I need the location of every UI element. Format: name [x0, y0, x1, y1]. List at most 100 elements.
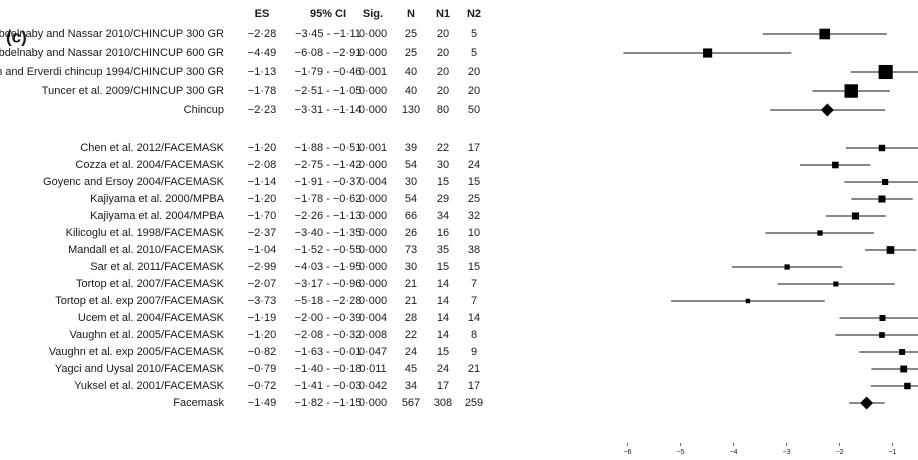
- effect-square: [851, 212, 860, 220]
- n1-label: 24: [437, 363, 449, 375]
- effect-square: [882, 178, 889, 186]
- n1-label: 30: [437, 159, 449, 171]
- study-label: Cozza et al. 2004/FACEMASK: [75, 159, 224, 171]
- sig-label: 0·042: [359, 380, 387, 392]
- es-label: −1·78: [248, 85, 276, 97]
- es-label: −2·08: [248, 159, 276, 171]
- study-label: Kajiyama et al. 2000/MPBA: [90, 193, 225, 205]
- ci-label: −5·18 - −2·28: [295, 295, 362, 307]
- n-label: 21: [405, 295, 417, 307]
- x-tick-label: −1: [889, 449, 897, 456]
- study-label: Yuksel et al. 2001/FACEMASK: [74, 380, 224, 392]
- n-label: 73: [405, 244, 417, 256]
- es-label: −1·13: [248, 66, 276, 78]
- n1-label: 20: [437, 85, 449, 97]
- es-label: −1·04: [248, 244, 276, 256]
- n-label: 567: [402, 397, 420, 409]
- n-label: 39: [405, 142, 417, 154]
- study-label: Vaughn et al. 2005/FACEMASK: [70, 329, 225, 341]
- study-label: Tortop et al. 2007/FACEMASK: [76, 278, 225, 290]
- n2-label: 21: [468, 363, 480, 375]
- es-label: −4·49: [248, 47, 276, 59]
- ci-label: −2·26 - −1·13: [295, 210, 362, 222]
- n2-label: 24: [468, 159, 480, 171]
- n-label: 40: [405, 85, 417, 97]
- es-label: −1·14: [248, 176, 276, 188]
- n2-label: 20: [468, 85, 480, 97]
- effect-square: [819, 28, 831, 40]
- es-label: −1·70: [248, 210, 276, 222]
- x-tick-label: −5: [677, 449, 685, 456]
- study-label: Chen et al. 2012/FACEMASK: [80, 142, 224, 154]
- effect-square: [904, 382, 911, 390]
- ci-label: −3·17 - −0·96: [295, 278, 362, 290]
- n2-label: 5: [471, 28, 477, 40]
- n2-label: 20: [468, 66, 480, 78]
- n-label: 24: [405, 346, 417, 358]
- sig-label: 0·000: [359, 397, 387, 409]
- effect-square: [745, 298, 751, 304]
- n-label: 25: [405, 28, 417, 40]
- ci-label: −1·82 - −1·15: [295, 397, 362, 409]
- ci-label: −3·45 - −1·11: [295, 28, 361, 40]
- ci-label: −6·08 - −2·91: [295, 47, 362, 59]
- ci-label: −3·31 - −1·14: [295, 104, 362, 116]
- column-header: 95% CI: [310, 8, 346, 20]
- n2-label: 50: [468, 104, 480, 116]
- study-label: Arun and Erverdi chincup 1994/CHINCUP 30…: [0, 66, 224, 78]
- es-label: −1·20: [248, 329, 276, 341]
- n1-label: 80: [437, 104, 449, 116]
- sig-label: 0·000: [359, 104, 387, 116]
- sig-label: 0·004: [359, 312, 387, 324]
- effect-square: [879, 315, 886, 321]
- study-label: Abdelnaby and Nassar 2010/CHINCUP 600 GR: [0, 47, 224, 59]
- study-label: Tuncer et al. 2009/CHINCUP 300 GR: [42, 85, 224, 97]
- n1-label: 20: [437, 28, 449, 40]
- study-label: Ucem et al. 2004/FACEMASK: [78, 312, 225, 324]
- ci-label: −1·78 - −0·62: [295, 193, 362, 205]
- n1-label: 308: [434, 397, 452, 409]
- effect-square: [703, 48, 713, 58]
- n2-label: 14: [468, 312, 480, 324]
- n-label: 21: [405, 278, 417, 290]
- sig-label: 0·011: [359, 363, 386, 375]
- sig-label: 0·000: [359, 295, 387, 307]
- n1-label: 14: [437, 312, 449, 324]
- n2-label: 38: [468, 244, 480, 256]
- effect-square: [833, 281, 839, 287]
- study-label: Vaughn et al. exp 2005/FACEMASK: [49, 346, 225, 358]
- n1-label: 15: [437, 176, 449, 188]
- n-label: 54: [405, 159, 417, 171]
- study-label: Facemask: [173, 397, 224, 409]
- ci-label: −2·08 - −0·32: [295, 329, 362, 341]
- n1-label: 14: [437, 278, 449, 290]
- effect-square: [886, 246, 895, 254]
- n-label: 130: [402, 104, 420, 116]
- column-header: ES: [255, 8, 270, 20]
- n2-label: 15: [468, 261, 480, 273]
- n-label: 26: [405, 227, 417, 239]
- plot-area: [623, 28, 918, 410]
- n1-label: 16: [437, 227, 449, 239]
- es-label: −0·82: [248, 346, 276, 358]
- n1-label: 17: [437, 380, 449, 392]
- effect-square: [844, 84, 858, 98]
- effect-square: [817, 230, 823, 236]
- effect-square: [878, 144, 886, 152]
- column-header: Sig.: [363, 8, 383, 20]
- n-label: 34: [405, 380, 417, 392]
- ci-label: −4·03 - −1·95: [295, 261, 362, 273]
- es-label: −2·37: [248, 227, 276, 239]
- summary-diamond: [860, 396, 874, 410]
- n2-label: 5: [471, 47, 477, 59]
- study-label: Chincup: [184, 104, 224, 116]
- ci-label: −2·75 - −1·42: [295, 159, 362, 171]
- sig-label: 0·047: [359, 346, 387, 358]
- sig-label: 0·000: [359, 227, 387, 239]
- es-label: −3·73: [248, 295, 276, 307]
- sig-label: 0·000: [359, 28, 387, 40]
- sig-label: 0·000: [359, 261, 387, 273]
- sig-label: 0·000: [359, 85, 387, 97]
- study-label: Goyenc and Ersoy 2004/FACEMASK: [43, 176, 225, 188]
